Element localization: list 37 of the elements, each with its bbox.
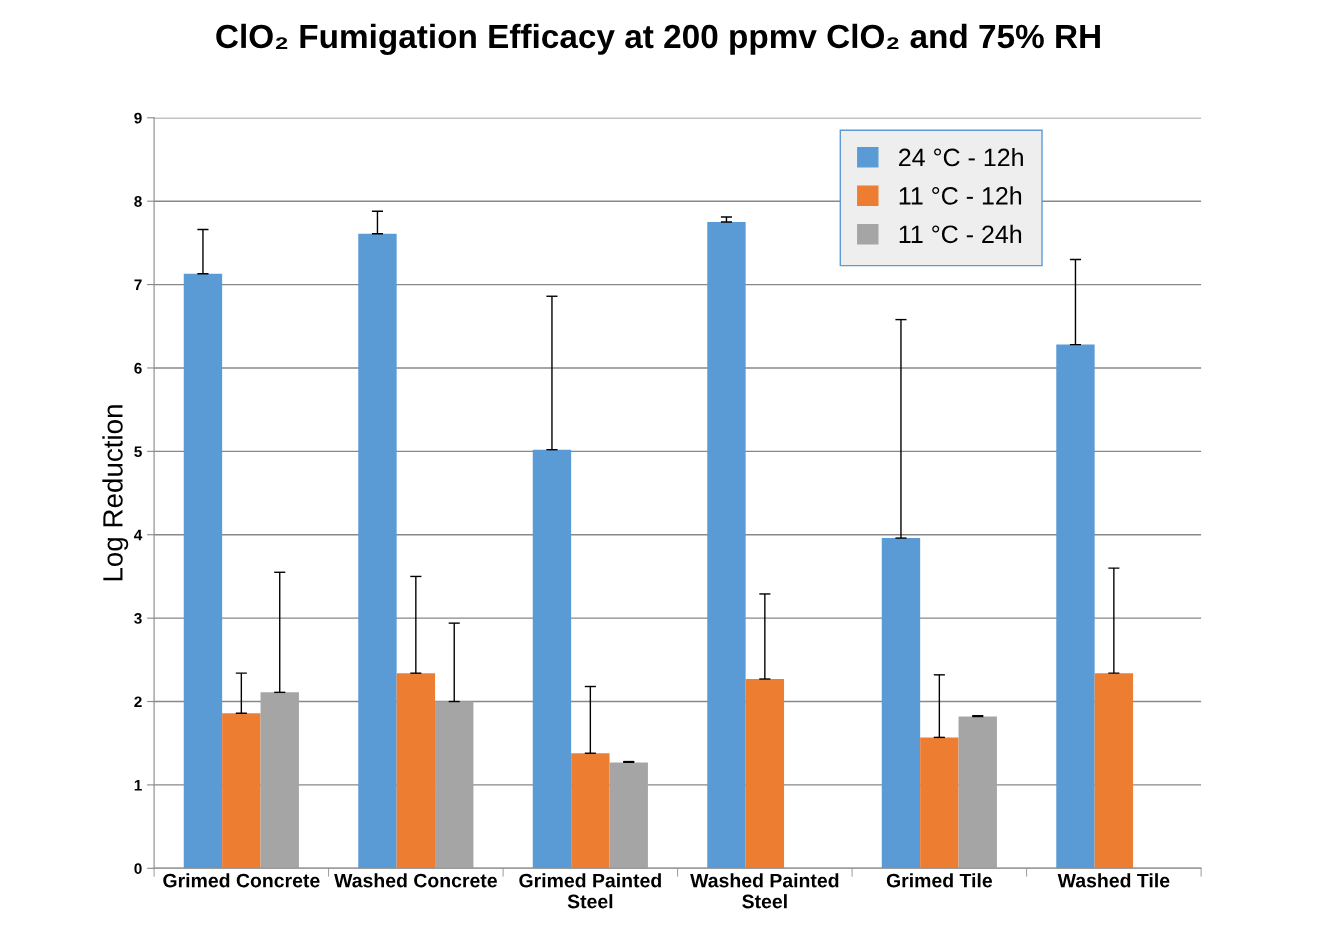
bar xyxy=(920,737,959,869)
y-tick-label: 2 xyxy=(134,696,142,708)
bar xyxy=(881,538,921,869)
y-tick-label: 5 xyxy=(134,446,142,458)
bar xyxy=(183,273,223,869)
y-tick-label: 6 xyxy=(134,362,142,374)
y-tick-label: 8 xyxy=(134,196,142,207)
bar xyxy=(707,222,746,869)
y-tick-label: 1 xyxy=(134,779,142,791)
bar xyxy=(571,753,610,869)
bar xyxy=(745,679,785,869)
y-tick-label: 3 xyxy=(134,613,142,624)
x-tick-label: Grimed Concrete xyxy=(163,873,320,888)
y-tick-label: 0 xyxy=(134,863,142,874)
bar xyxy=(1094,673,1134,869)
bar xyxy=(1056,344,1095,869)
x-tick-label: Washed Painted Steel xyxy=(690,873,839,909)
x-tick-label: Washed Tile xyxy=(1057,873,1170,888)
bar xyxy=(609,762,648,869)
legend-label: 11 °C - 12h xyxy=(899,186,1022,205)
bar xyxy=(260,692,299,869)
bar xyxy=(222,713,261,869)
x-tick-label: Grimed Tile xyxy=(886,873,993,888)
x-tick-label: Grimed Painted Steel xyxy=(519,873,661,909)
bar xyxy=(958,716,997,869)
legend-label: 24 °C - 12h xyxy=(899,147,1023,167)
bar xyxy=(435,701,474,869)
chart-title: ClO₂ Fumigation Efficacy at 200 ppmv ClO₂ and 75% RH xyxy=(216,23,1100,55)
y-tick-label: 7 xyxy=(134,279,142,291)
legend-label: 11 °C - 24h xyxy=(899,224,1022,244)
y-tick-label: 4 xyxy=(134,529,143,541)
y-tick-label: 9 xyxy=(134,112,142,124)
bar xyxy=(396,673,436,869)
bar xyxy=(358,233,397,869)
bar xyxy=(532,449,572,869)
y-axis-title: Log Reduction xyxy=(102,405,129,581)
x-tick-label: Washed Concrete xyxy=(334,873,497,888)
